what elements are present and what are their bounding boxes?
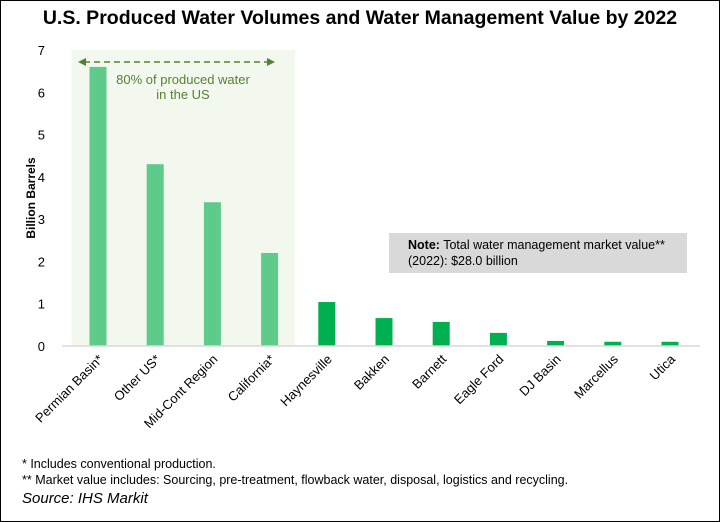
x-tick-label: Barnett [409,351,450,392]
bar [489,332,507,346]
bar [661,341,679,346]
bar [604,341,622,346]
note-line2: (2022): $28.0 billion [408,254,518,268]
y-tick-label: 4 [38,170,45,185]
bar [375,318,393,346]
y-tick-label: 3 [38,212,45,227]
annotation-line1: 80% of produced water [116,72,250,87]
x-tick-label: Utica [647,351,679,383]
bar [547,340,565,346]
y-tick-label: 7 [38,43,45,58]
footnote-1: * Includes conventional production. [22,457,216,471]
footnote-2: ** Market value includes: Sourcing, pre-… [22,473,569,487]
x-tick-label: DJ Basin [516,352,563,399]
bar [432,321,450,346]
note-box [389,233,687,273]
highlight-region [71,50,296,346]
y-tick-label: 0 [38,339,45,354]
x-tick-label: Bakken [351,352,392,393]
chart-title: U.S. Produced Water Volumes and Water Ma… [43,7,677,29]
annotation-line2: in the US [156,87,210,102]
x-tick-label: Haynesville [277,352,335,410]
y-tick-label: 5 [38,128,45,143]
x-tick-label: Eagle Ford [451,352,507,408]
y-axis-label: Billion Barrels [24,157,38,239]
source: Source: IHS Markit [22,490,148,507]
note-label: Note: [408,238,440,252]
x-tick-label: Other US* [111,352,164,405]
bar [261,252,279,346]
bar [203,202,221,346]
bar [318,302,336,346]
x-tick-label: Marcellus [571,351,621,401]
annotation-arrow [78,58,275,66]
bar [89,66,107,347]
bar [146,164,164,346]
y-tick-label: 1 [38,297,45,312]
y-tick-label: 2 [38,254,45,269]
x-tick-label: Permian Basin* [32,352,106,426]
note-line1: Note: Total water management market valu… [408,238,665,252]
x-tick-label: California* [225,352,278,405]
y-tick-label: 6 [38,85,45,100]
note-text: Total water management market value** [440,238,665,252]
